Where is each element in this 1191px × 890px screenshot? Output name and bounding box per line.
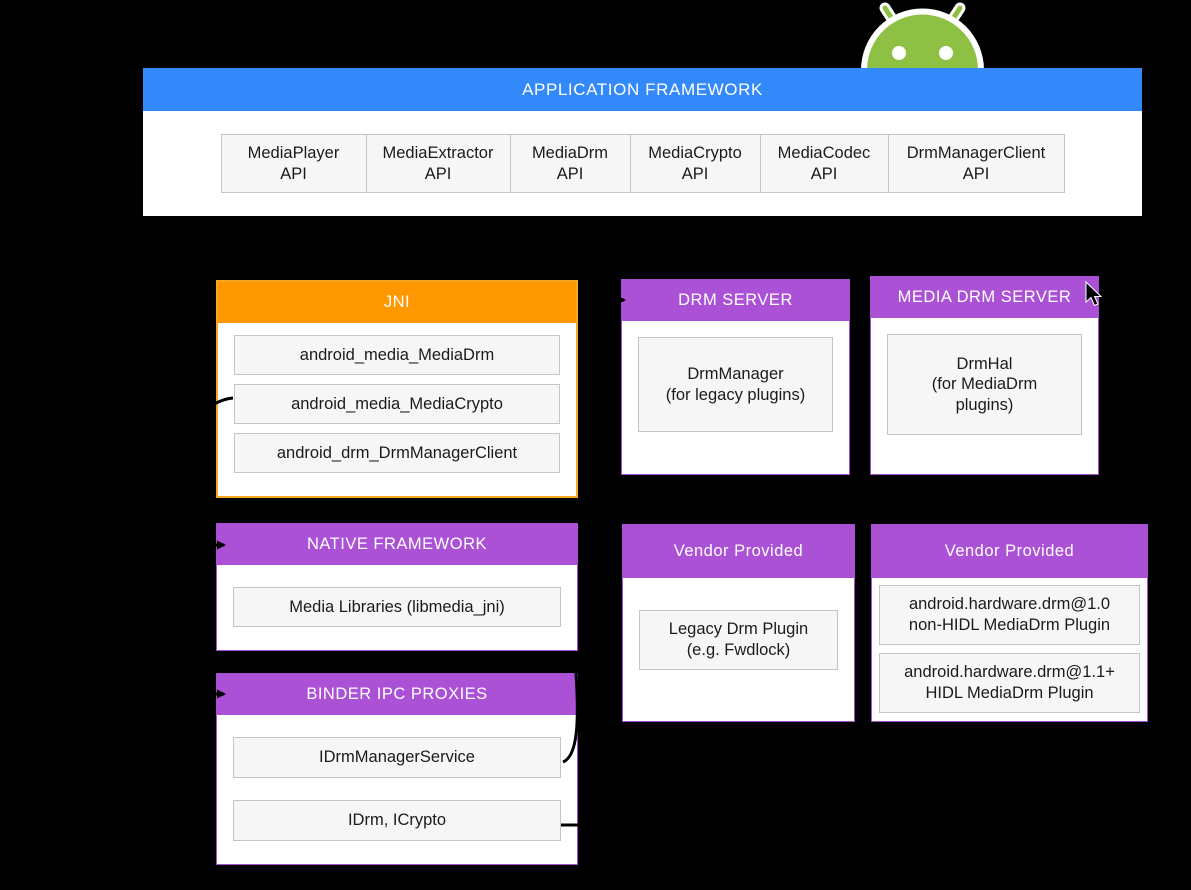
- api-cell-mediadrm[interactable]: MediaDrm API: [511, 135, 631, 192]
- native-framework-item-media-libraries[interactable]: Media Libraries (libmedia_jni): [233, 587, 561, 627]
- api-cell-mediacodec[interactable]: MediaCodec API: [761, 135, 889, 192]
- jni-item-android-drm-drmmanagerclient[interactable]: android_drm_DrmManagerClient: [234, 433, 560, 473]
- group-media-drm-server-body: DrmHal (for MediaDrm plugins): [871, 318, 1098, 449]
- group-jni: JNI android_media_MediaDrm android_media…: [216, 280, 578, 498]
- api-cell-mediacrypto[interactable]: MediaCrypto API: [631, 135, 761, 192]
- group-jni-title: JNI: [218, 282, 576, 323]
- group-media-drm-server: MEDIA DRM SERVER DrmHal (for MediaDrm pl…: [870, 276, 1099, 475]
- api-name: MediaExtractor: [382, 144, 494, 163]
- api-cell-drmmanagerclient[interactable]: DrmManagerClient API: [889, 135, 1064, 192]
- api-name: MediaCodec: [777, 144, 871, 163]
- group-drm-server: DRM SERVER DrmManager (for legacy plugin…: [621, 279, 850, 475]
- vendor-legacy-item-legacy-drm-plugin[interactable]: Legacy Drm Plugin (e.g. Fwdlock): [639, 610, 838, 670]
- group-vendor-provided-mediadrm-body: android.hardware.drm@1.0 non-HIDL MediaD…: [872, 578, 1147, 721]
- group-vendor-provided-mediadrm: Vendor Provided android.hardware.drm@1.0…: [871, 524, 1148, 722]
- item-label-line2: (for MediaDrm: [931, 375, 1038, 394]
- mouse-cursor: [1085, 281, 1103, 307]
- api-sub: API: [556, 164, 584, 183]
- drm-server-item-drmmanager[interactable]: DrmManager (for legacy plugins): [638, 337, 833, 432]
- application-framework-panel: APPLICATION FRAMEWORK MediaPlayer API Me…: [143, 68, 1142, 216]
- group-drm-server-body: DrmManager (for legacy plugins): [622, 321, 849, 446]
- group-vendor-provided-legacy: Vendor Provided Legacy Drm Plugin (e.g. …: [622, 524, 855, 722]
- item-label: IDrm, ICrypto: [347, 811, 447, 830]
- group-media-drm-server-title: MEDIA DRM SERVER: [871, 277, 1098, 318]
- group-binder-ipc-proxies-body: IDrmManagerService IDrm, ICrypto: [217, 715, 577, 855]
- item-label: Media Libraries (libmedia_jni): [289, 597, 505, 616]
- group-vendor-provided-legacy-body: Legacy Drm Plugin (e.g. Fwdlock): [623, 578, 854, 684]
- api-row: MediaPlayer API MediaExtractor API Media…: [220, 134, 1065, 193]
- jni-item-android-media-mediadrm[interactable]: android_media_MediaDrm: [234, 335, 560, 375]
- item-label-line2: HIDL MediaDrm Plugin: [925, 684, 1094, 702]
- api-sub: API: [962, 164, 990, 183]
- group-binder-ipc-proxies: BINDER IPC PROXIES IDrmManagerService ID…: [216, 673, 578, 865]
- android-robot-logo: [861, 2, 984, 70]
- api-sub: API: [681, 164, 709, 183]
- media-drm-server-item-drmhal[interactable]: DrmHal (for MediaDrm plugins): [887, 334, 1082, 435]
- api-cell-mediaextractor[interactable]: MediaExtractor API: [367, 135, 511, 192]
- vendor-mediadrm-item-hidl-plugin[interactable]: android.hardware.drm@1.1+ HIDL MediaDrm …: [879, 653, 1140, 713]
- group-vendor-provided-mediadrm-title: Vendor Provided: [872, 525, 1147, 578]
- group-drm-server-title: DRM SERVER: [622, 280, 849, 321]
- item-label-line1: android.hardware.drm@1.0: [908, 595, 1111, 614]
- item-label: android_media_MediaDrm: [299, 345, 495, 364]
- item-label: IDrmManagerService: [319, 748, 475, 767]
- item-label: android_media_MediaCrypto: [291, 394, 503, 413]
- api-sub: API: [424, 164, 452, 183]
- group-native-framework-title: NATIVE FRAMEWORK: [217, 524, 577, 565]
- item-label: android_drm_DrmManagerClient: [276, 443, 518, 462]
- binder-item-idrm-icrypto[interactable]: IDrm, ICrypto: [233, 800, 561, 841]
- api-name: MediaPlayer: [247, 144, 340, 163]
- api-sub: API: [280, 164, 307, 183]
- item-label-line2: (e.g. Fwdlock): [686, 641, 791, 659]
- vendor-mediadrm-item-nonhidl-plugin[interactable]: android.hardware.drm@1.0 non-HIDL MediaD…: [879, 585, 1140, 645]
- group-native-framework: NATIVE FRAMEWORK Media Libraries (libmed…: [216, 523, 578, 651]
- api-name: MediaDrm: [531, 144, 609, 163]
- group-native-framework-body: Media Libraries (libmedia_jni): [217, 565, 577, 641]
- group-binder-ipc-proxies-title: BINDER IPC PROXIES: [217, 674, 577, 715]
- api-name: MediaCrypto: [648, 144, 742, 163]
- jni-item-android-media-mediacrypto[interactable]: android_media_MediaCrypto: [234, 384, 560, 424]
- application-framework-title: APPLICATION FRAMEWORK: [143, 68, 1142, 111]
- group-jni-body: android_media_MediaDrm android_media_Med…: [218, 323, 576, 487]
- item-label-line1: DrmManager: [687, 364, 784, 383]
- group-vendor-provided-legacy-title: Vendor Provided: [623, 525, 854, 578]
- api-sub: API: [810, 164, 838, 183]
- api-cell-mediaplayer[interactable]: MediaPlayer API: [222, 135, 367, 192]
- item-label-line1: Legacy Drm Plugin: [668, 620, 809, 639]
- application-framework-body: MediaPlayer API MediaExtractor API Media…: [143, 111, 1142, 216]
- api-name: DrmManagerClient: [906, 144, 1046, 163]
- item-label-line1: android.hardware.drm@1.1+: [904, 663, 1115, 682]
- item-label-line3: plugins): [955, 395, 1014, 414]
- item-label-line2: non-HIDL MediaDrm Plugin: [908, 616, 1111, 634]
- item-label-line1: DrmHal: [956, 354, 1013, 373]
- binder-item-idrmmanagerservice[interactable]: IDrmManagerService: [233, 737, 561, 778]
- item-label-line2: (for legacy plugins): [665, 385, 806, 404]
